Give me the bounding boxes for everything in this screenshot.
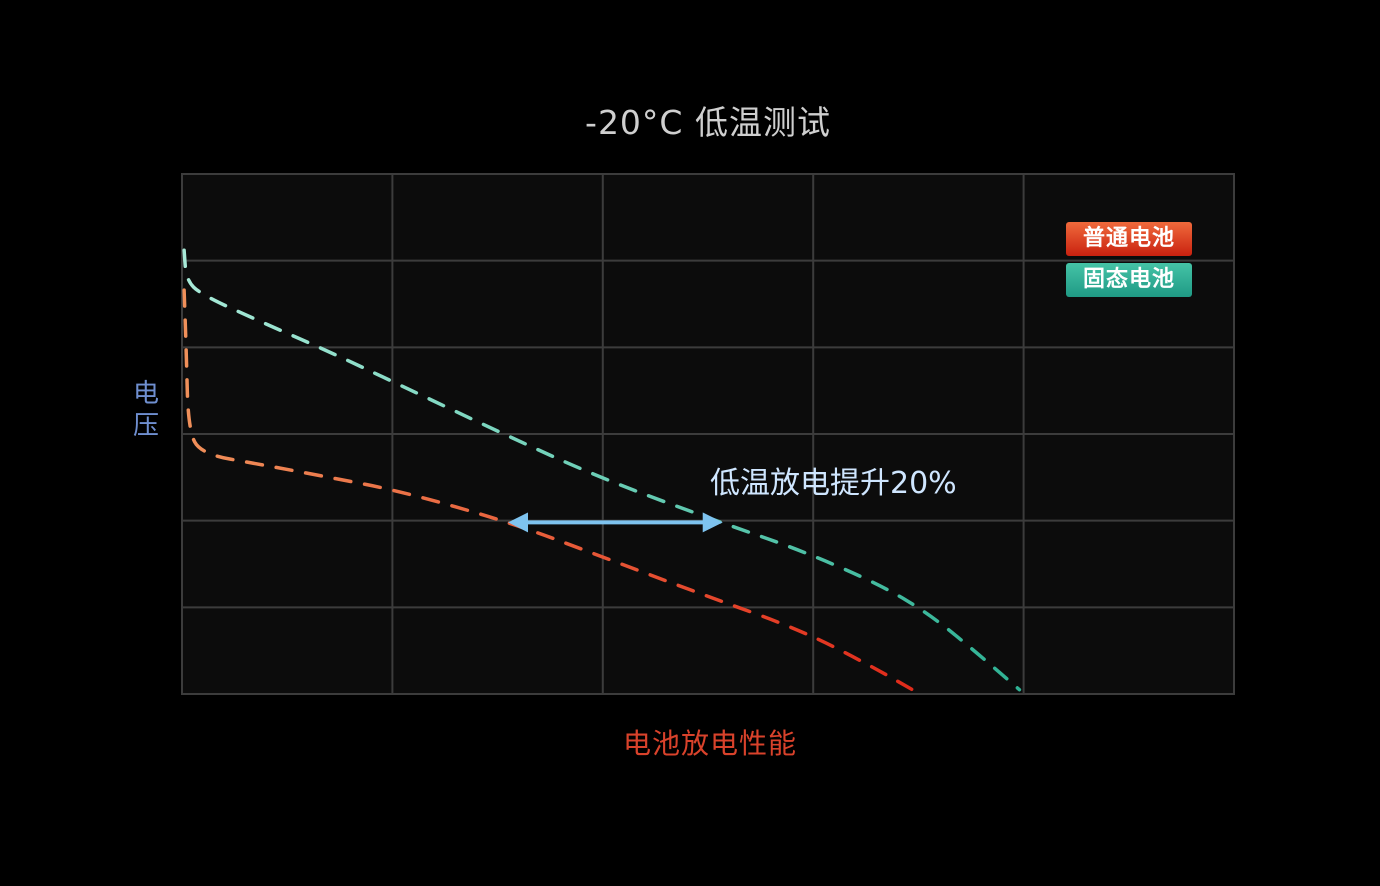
annotation-label: 低温放电提升20% — [710, 466, 957, 501]
grid — [181, 173, 1235, 695]
x-axis-label: 电池放电性能 — [622, 727, 797, 760]
y-axis-label: 电压 — [132, 379, 159, 441]
legend-item-solid-state-battery: 固态电池 — [1066, 263, 1192, 297]
series-line-0 — [182, 288, 921, 695]
legend-item-normal-battery: 普通电池 — [1066, 222, 1192, 256]
chart-title: -20°C 低温测试 — [585, 103, 831, 142]
